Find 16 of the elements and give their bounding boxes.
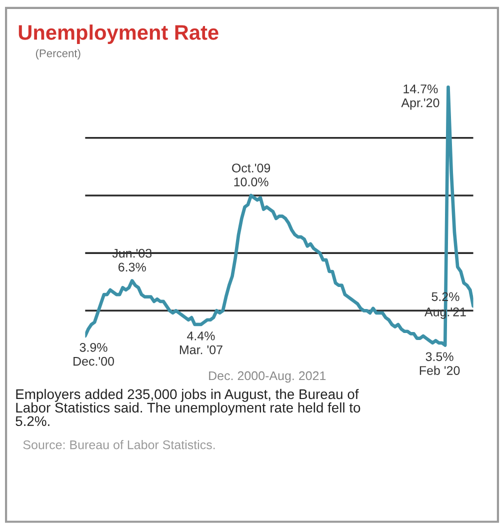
y-axis-title: (Percent) — [36, 49, 80, 60]
data-label: 10.0% — [234, 177, 268, 186]
data-label: 3.5% — [426, 352, 454, 362]
text: Dec. 2000-Aug. 2021 — [209, 371, 326, 383]
data-label: 4.4% — [187, 332, 215, 340]
chart-title: Unemployment Rate — [18, 24, 218, 44]
data-label: 3.9% — [80, 342, 108, 352]
source-note: Source: Bureau of Labor Statistics. — [23, 440, 215, 450]
annotation: Apr.'20 — [401, 98, 440, 110]
data-label: 6.3% — [118, 262, 146, 272]
data-label: 14.7% — [404, 84, 438, 94]
text: Feb '20 — [420, 366, 460, 375]
text: Dec.'00 — [74, 356, 114, 366]
text: Mar. '07 — [180, 345, 222, 354]
annotation: Oct.'09 — [232, 164, 270, 172]
text: Employers added 235,000 jobs in August, the Bureau of Labor Statistics said. The unemployment rate held fell to 5.2%. — [16, 388, 360, 426]
